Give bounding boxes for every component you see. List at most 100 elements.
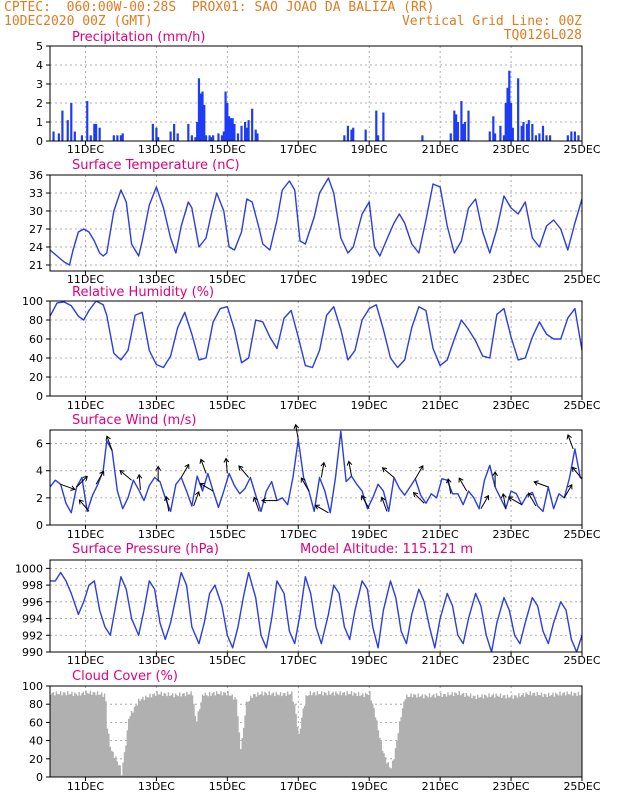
wind-arrow [300,477,310,492]
humidity-frame [49,300,583,397]
precip-bar [566,135,569,141]
temperature-frame [49,174,583,272]
precip-bar [456,122,459,141]
x-tick-label: 11DEC [67,143,104,156]
x-tick-label: 23DEC [493,780,530,793]
wind-frame [49,429,583,526]
temperature-data [50,177,582,266]
precip-bar [522,122,525,141]
pressure-data [50,571,582,652]
precip-bar [254,129,257,141]
precip-bar [509,103,513,141]
precip-bar [151,123,154,141]
cloud-cover-area [50,690,582,777]
cloud-frame [49,685,583,778]
wind-arrow [193,491,201,507]
precip-bar [240,125,243,141]
wind-data [50,430,582,514]
precip-bar [352,127,355,141]
humidity-y-tick-label: 40 [29,352,43,365]
precip-y-tick-label: 3 [36,78,43,91]
precip-bar [98,127,101,141]
cloud-data [50,690,582,777]
grid-line-note: Vertical Grid Line: 00Z [401,14,582,29]
precip-bar [173,123,176,141]
wind-arrow [155,465,162,482]
wind-arrow [119,469,132,481]
wind-y-tick-label: 6 [36,438,43,451]
wind-line [50,430,582,514]
x-tick-label: 11DEC [67,654,104,667]
precip-bar [73,131,76,141]
x-tick-label: 21DEC [422,654,459,667]
x-tick-label: 19DEC [351,399,388,412]
precip-bar [545,135,548,141]
precip-bar [454,114,458,141]
precip-bar [449,133,452,141]
wind-arrow [361,494,370,509]
precip-bar [112,135,115,141]
x-tick-label: 25DEC [563,780,600,793]
x-tick-label: 25DEC [563,143,600,156]
wind-arrow [381,467,395,478]
cloud-y-tick-label: 60 [29,716,43,729]
precip-bar [467,110,470,141]
precip-bar [517,78,520,141]
precip-y-tick-label: 2 [36,97,43,110]
wind-arrow [238,465,249,478]
precip-y-tick-label: 1 [36,116,43,129]
wind-arrow [527,492,537,507]
temperature-y-tick-label: 36 [29,169,43,182]
precip-bar [247,120,250,141]
wind-arrow [492,471,498,487]
precip-bar [488,131,491,141]
precip-y-tick-label: 0 [36,135,43,148]
x-tick-label: 23DEC [493,654,530,667]
temperature-y-tick-label: 27 [29,223,43,236]
precip-bar [89,135,92,141]
precip-bar [66,120,69,141]
x-tick-label: 25DEC [563,273,600,286]
precip-bar [80,135,84,141]
wind-arrow [566,434,574,450]
x-tick-label: 13DEC [138,780,175,793]
pressure-y-tick-label: 990 [22,646,43,659]
precip-bar [70,103,73,141]
humidity-line [50,301,582,369]
wind-arrow [346,460,353,477]
precip-bar [229,118,232,141]
precip-bar [210,137,213,141]
cloud-y-tick-label: 0 [36,771,43,784]
x-tick-label: 21DEC [422,143,459,156]
humidity-y-tick-label: 100 [22,295,43,308]
humidity-title: Relative Humidity (%) [72,285,214,300]
x-tick-label: 17DEC [280,399,317,412]
x-tick-label: 25DEC [563,654,600,667]
x-tick-label: 17DEC [280,654,317,667]
precip-bar [116,135,119,141]
precip-bar [86,101,89,141]
wind-arrow [199,458,207,474]
precip-bar [243,122,247,141]
wind-arrow [314,504,329,514]
precip-bar [119,135,123,141]
pressure-frame [49,559,583,653]
wind-arrow [136,473,143,490]
x-tick-label: 15DEC [209,654,246,667]
x-tick-label: 13DEC [138,654,175,667]
x-tick-label: 17DEC [280,273,317,286]
wind-arrow [320,461,327,478]
precip-bar [534,135,537,141]
precip-bar [203,104,206,141]
wind-arrow [380,496,388,512]
x-tick-label: 11DEC [67,780,104,793]
wind-arrow [223,457,230,474]
precip-frame [49,45,583,142]
precip-bar [169,131,172,141]
precip-bar [548,135,552,141]
precip-bar [508,70,511,141]
wind-arrows [60,423,583,514]
wind-y-tick-label: 0 [36,519,43,532]
temperature-title: Surface Temperature (nC) [72,158,240,173]
precip-bar [462,123,465,141]
